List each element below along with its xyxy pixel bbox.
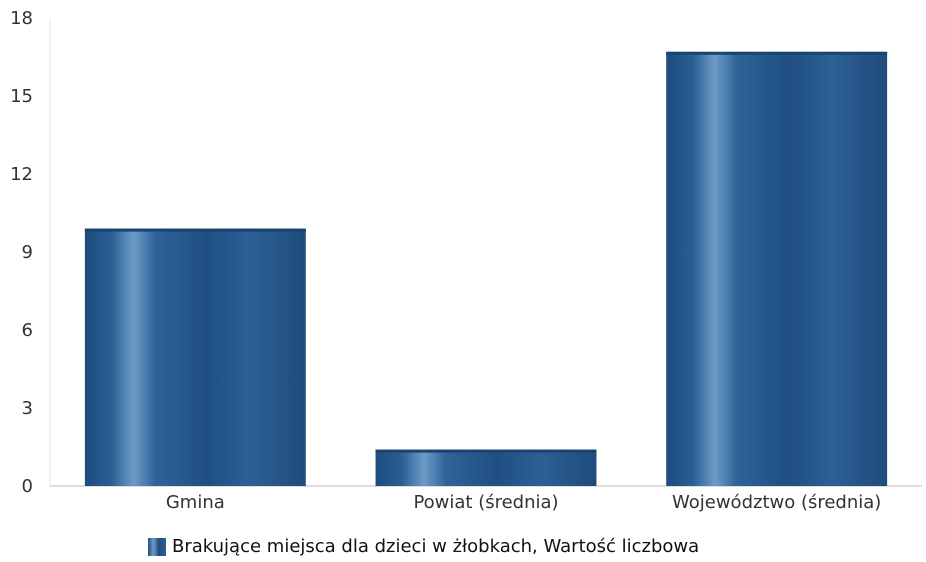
bar-top-edge xyxy=(375,449,597,453)
bar xyxy=(84,228,306,486)
y-tick-label: 6 xyxy=(22,320,33,341)
y-tick-label: 12 xyxy=(10,164,33,185)
bar-top-edge xyxy=(666,51,888,55)
legend-label: Brakujące miejsca dla dzieci w żłobkach,… xyxy=(172,536,700,557)
legend: Brakujące miejsca dla dzieci w żłobkach,… xyxy=(148,536,699,557)
legend-swatch xyxy=(148,537,166,556)
y-tick-label: 9 xyxy=(22,242,33,263)
bar-top-edge xyxy=(84,228,306,232)
x-category-label: Gmina xyxy=(166,492,225,513)
y-tick-label: 18 xyxy=(10,8,33,29)
bar xyxy=(666,51,888,487)
y-tick-label: 15 xyxy=(10,86,33,107)
x-category-label: Województwo (średnia) xyxy=(672,492,881,513)
y-tick-label: 0 xyxy=(22,476,33,497)
y-tick-label: 3 xyxy=(22,398,33,419)
x-category-label: Powiat (średnia) xyxy=(413,492,558,513)
bar xyxy=(375,449,597,486)
